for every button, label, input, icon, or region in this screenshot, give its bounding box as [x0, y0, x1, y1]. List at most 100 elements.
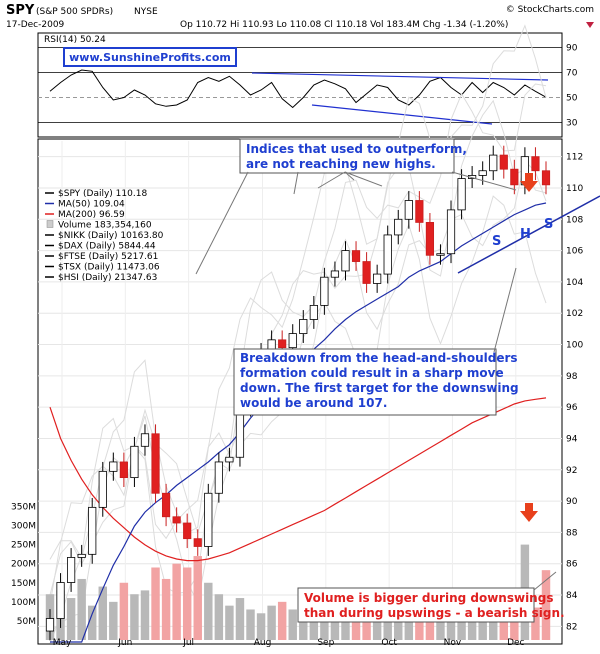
website-label: www.SunshineProfits.com — [69, 51, 231, 64]
price-tick-label: 82 — [566, 622, 577, 632]
candle-body — [88, 506, 97, 555]
month-tick-label: Jun — [117, 638, 132, 648]
volume-bar — [66, 598, 76, 640]
legend-item: MA(200) 96.59 — [58, 210, 125, 220]
rsi-label: RSI(14) 50.24 — [44, 35, 106, 45]
candle-body — [541, 170, 551, 186]
website-box — [63, 47, 237, 67]
date-label: 17-Dec-2009 — [6, 20, 65, 30]
candle-body — [172, 516, 181, 524]
volume-tick-label: 200M — [11, 560, 36, 570]
volume-bar — [256, 613, 266, 640]
volume-bar — [467, 613, 477, 640]
volume-arrow-icon — [520, 503, 538, 522]
legend-item: $DAX (Daily) 5844.44 — [58, 242, 156, 252]
volume-tick-label: 350M — [11, 502, 36, 512]
volume-bar — [151, 567, 160, 640]
rsi-tick-label: 90 — [566, 44, 578, 54]
price-tick-label: 104 — [566, 278, 583, 288]
volume-bar — [499, 611, 509, 640]
comparison-index-line — [49, 24, 547, 560]
price-tick-label: 88 — [566, 528, 578, 538]
month-tick-label: Aug — [254, 638, 272, 648]
candle-body — [436, 253, 445, 256]
month-tick-label: Jul — [182, 638, 194, 648]
volume-bar — [309, 613, 319, 640]
candle-body — [330, 270, 340, 278]
annotation-top-pointers — [195, 171, 517, 275]
month-axis: May Jun Jul Aug Sep Oct Nov Dec — [53, 638, 525, 648]
price-tick-label: 108 — [566, 215, 583, 225]
volume-bar — [98, 586, 107, 640]
ohlc-label: Op 110.72 Hi 110.93 Lo 110.08 Cl 110.18 … — [180, 20, 508, 30]
legend-item: $TSX (Daily) 11473.06 — [58, 263, 160, 273]
volume-bar — [478, 609, 487, 640]
candle-body — [415, 200, 424, 223]
legend-item: $HSI (Daily) 21347.63 — [58, 273, 157, 283]
rsi-tick-label: 30 — [566, 119, 578, 129]
legend-swatch — [46, 220, 54, 228]
annotation-bottom: Volume is bigger during downswings than d… — [304, 591, 565, 620]
volume-bar — [267, 605, 276, 640]
price-tick-label: 98 — [566, 372, 578, 382]
candle-body — [161, 492, 171, 518]
volume-bar — [193, 556, 202, 640]
legend-item: $FTSE (Daily) 5217.61 — [58, 252, 158, 262]
candle-body — [373, 273, 382, 284]
volume-bar — [372, 605, 382, 640]
candle-body — [299, 319, 308, 334]
month-tick-label: Sep — [317, 638, 334, 648]
volume-bar — [457, 617, 466, 640]
annotation-middle: Breakdown from the head-and-shoulders for… — [240, 351, 519, 410]
candle-body — [383, 234, 392, 275]
volume-bar — [404, 611, 414, 640]
price-tick-label: 86 — [566, 560, 578, 570]
legend-item: Volume 183,354,160 — [58, 221, 152, 231]
rsi-line — [49, 69, 547, 109]
candle-body — [362, 261, 371, 284]
volume-bar — [394, 613, 403, 640]
volume-tick-label: 150M — [11, 579, 36, 589]
change-down-icon — [586, 22, 594, 28]
volume-tick-label: 250M — [11, 541, 36, 551]
volume-bar — [172, 563, 181, 640]
candle-body — [77, 553, 86, 558]
price-arrow-icon — [520, 173, 538, 192]
ticker-label: SPY — [6, 3, 35, 18]
candle-body — [351, 250, 361, 262]
candle-body — [288, 333, 297, 349]
price-tick-label: 110 — [566, 184, 583, 194]
exchange-label: NYSE — [134, 7, 158, 17]
price-axis: 112 110 108 106 104 102 100 98 96 94 92 90 88 86 84 82 — [566, 153, 583, 633]
month-tick-label: Oct — [381, 638, 397, 648]
name-label: (S&P 500 SPDRs) — [36, 7, 113, 17]
rsi-tick-label: 50 — [566, 94, 578, 104]
annotation-bottom-pointer — [533, 571, 557, 591]
candle-body — [489, 154, 498, 172]
volume-bar — [130, 594, 139, 640]
volume-tick-label: 50M — [17, 617, 36, 627]
candle-body — [341, 250, 350, 272]
candle-body — [109, 461, 118, 472]
candle-body — [404, 200, 413, 220]
volume-bar — [225, 605, 234, 640]
price-tick-label: 94 — [566, 434, 578, 444]
volume-axis: 350M 300M 250M 200M 150M 100M 50M — [11, 502, 36, 626]
candle-body — [98, 470, 107, 508]
candle-body — [499, 154, 508, 170]
volume-bar — [425, 605, 435, 640]
legend-item: $NIKK (Daily) 10163.80 — [58, 231, 164, 241]
candle-body — [278, 339, 287, 349]
volume-bar — [341, 609, 350, 640]
volume-tick-label: 100M — [11, 598, 36, 608]
price-tick-label: 112 — [566, 153, 583, 163]
volume-bar — [320, 617, 329, 640]
volume-bar — [446, 613, 456, 640]
month-tick-label: May — [53, 638, 72, 648]
annotation-middle-pointer — [493, 267, 517, 353]
volume-bar — [489, 613, 498, 640]
month-tick-label: Nov — [444, 638, 462, 648]
